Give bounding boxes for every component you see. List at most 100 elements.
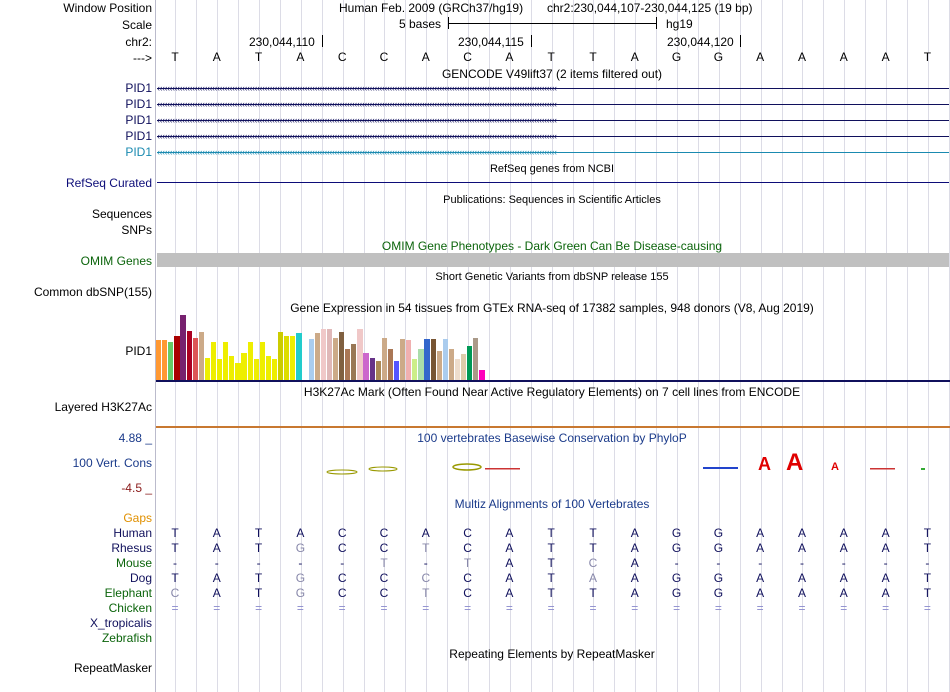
- gtex-tissue-bar[interactable]: [290, 336, 296, 380]
- gtex-tissue-bar[interactable]: [430, 338, 436, 380]
- gtex-tissue-bar[interactable]: [369, 358, 375, 380]
- gtex-tissue-bar[interactable]: [454, 359, 461, 380]
- gencode-track-title[interactable]: GENCODE V49lift37 (2 items filtered out): [441, 67, 663, 81]
- gtex-tissue-bar[interactable]: [174, 336, 180, 380]
- omim-gene-bar[interactable]: [157, 253, 949, 267]
- gtex-tissue-bar[interactable]: [375, 360, 381, 380]
- gtex-tissue-bar[interactable]: [284, 336, 290, 380]
- alignment-base: T: [422, 541, 430, 555]
- snps-label[interactable]: SNPs: [121, 223, 152, 237]
- gtex-tissue-bar[interactable]: [326, 328, 333, 380]
- gtex-tissue-bar[interactable]: [363, 352, 369, 380]
- gtex-tissue-bar[interactable]: [217, 359, 223, 380]
- gtex-track-title[interactable]: Gene Expression in 54 tissues from GTEx …: [290, 301, 814, 315]
- gencode-transcript-label[interactable]: PID1: [125, 81, 152, 95]
- refseq-track-title[interactable]: RefSeq genes from NCBI: [489, 163, 615, 175]
- gtex-tissue-bar[interactable]: [229, 356, 235, 380]
- gtex-tissue-bar[interactable]: [424, 338, 430, 380]
- gtex-tissue-bar[interactable]: [278, 332, 284, 380]
- alignment-base: =: [631, 601, 639, 615]
- gtex-tissue-bar[interactable]: [186, 330, 192, 380]
- species-label[interactable]: Mouse: [115, 556, 152, 570]
- refseq-gene-line[interactable]: [157, 182, 949, 183]
- refseq-label[interactable]: RefSeq Curated: [65, 176, 152, 190]
- publications-track-title[interactable]: Publications: Sequences in Scientific Ar…: [443, 194, 661, 206]
- h3k27ac-track-title[interactable]: H3K27Ac Mark (Often Found Near Active Re…: [303, 385, 801, 399]
- dbsnp-track-title[interactable]: Short Genetic Variants from dbSNP releas…: [435, 271, 669, 283]
- position-readout[interactable]: chr2:230,044,107-230,044,125 (19 bp): [547, 1, 753, 15]
- gtex-tissue-bar[interactable]: [210, 342, 217, 380]
- omim-label[interactable]: OMIM Genes: [80, 254, 152, 268]
- phylop-logo[interactable]: A A A: [155, 446, 950, 476]
- gtex-label[interactable]: PID1: [125, 344, 152, 358]
- multiz-track-title[interactable]: Multiz Alignments of 100 Vertebrates: [454, 497, 650, 511]
- repeatmasker-label[interactable]: RepeatMasker: [73, 661, 152, 675]
- gtex-tissue-bar[interactable]: [339, 332, 345, 380]
- gtex-tissue-bar[interactable]: [448, 349, 455, 380]
- gtex-tissue-bar[interactable]: [418, 349, 424, 380]
- gtex-tissue-bar[interactable]: [259, 342, 265, 380]
- gtex-tissue-bar[interactable]: [223, 342, 229, 380]
- gtex-tissue-bar[interactable]: [381, 337, 387, 380]
- species-label[interactable]: Rhesus: [111, 541, 152, 555]
- omim-track-title[interactable]: OMIM Gene Phenotypes - Dark Green Can Be…: [381, 239, 723, 253]
- gtex-tissue-bar[interactable]: [296, 333, 302, 380]
- gtex-tissue-bar[interactable]: [271, 359, 278, 380]
- gtex-tissue-bar[interactable]: [461, 354, 467, 380]
- sequences-label[interactable]: Sequences: [91, 207, 152, 221]
- tick-mark: [322, 35, 323, 47]
- phylop-label[interactable]: 100 Vert. Cons: [72, 456, 152, 470]
- gtex-tissue-bar[interactable]: [204, 358, 211, 380]
- tick-label: 230,044,120: [667, 35, 734, 49]
- gencode-transcript-label[interactable]: PID1: [125, 113, 152, 127]
- gtex-tissue-bar[interactable]: [351, 344, 357, 380]
- phylop-track-title[interactable]: 100 vertebrates Basewise Conservation by…: [417, 431, 687, 445]
- gtex-tissue-bar[interactable]: [198, 332, 204, 380]
- gtex-tissue-bar[interactable]: [235, 362, 241, 380]
- gtex-tissue-bar[interactable]: [412, 359, 418, 380]
- gtex-tissue-bar[interactable]: [253, 359, 259, 380]
- gencode-transcript-label[interactable]: PID1: [125, 129, 152, 143]
- gtex-tissue-bar[interactable]: [473, 337, 479, 380]
- gtex-tissue-bar[interactable]: [247, 342, 253, 380]
- gtex-tissue-bar[interactable]: [479, 369, 485, 380]
- species-label[interactable]: Elephant: [104, 586, 152, 600]
- gtex-tissue-bar[interactable]: [393, 360, 400, 380]
- gencode-transcript-label[interactable]: PID1: [125, 145, 152, 159]
- gtex-tissue-bar[interactable]: [168, 342, 174, 380]
- gtex-tissue-bar[interactable]: [345, 349, 351, 380]
- gtex-tissue-bar[interactable]: [180, 315, 186, 380]
- dbsnp-label[interactable]: Common dbSNP(155): [33, 285, 152, 299]
- alignment-base: =: [756, 601, 764, 615]
- h3k27ac-label[interactable]: Layered H3K27Ac: [54, 400, 152, 414]
- species-label[interactable]: Chicken: [108, 601, 152, 615]
- gtex-tissue-bar[interactable]: [308, 338, 314, 380]
- gtex-tissue-bar[interactable]: [162, 340, 168, 380]
- gtex-bar-chart[interactable]: [155, 315, 535, 380]
- gtex-tissue-bar[interactable]: [357, 328, 363, 380]
- gtex-tissue-bar[interactable]: [406, 340, 412, 380]
- gtex-tissue-bar[interactable]: [400, 338, 406, 380]
- alignment-base: T: [547, 586, 555, 600]
- repeatmasker-track-title[interactable]: Repeating Elements by RepeatMasker: [449, 647, 655, 661]
- gtex-tissue-bar[interactable]: [156, 340, 162, 380]
- gtex-tissue-bar[interactable]: [436, 351, 442, 380]
- gtex-tissue-bar[interactable]: [442, 338, 448, 380]
- alignment-base: A: [839, 571, 848, 585]
- species-label[interactable]: Dog: [129, 571, 152, 585]
- gtex-tissue-bar[interactable]: [320, 328, 326, 380]
- species-label[interactable]: Human: [113, 526, 152, 540]
- gencode-transcript-label[interactable]: PID1: [125, 97, 152, 111]
- gtex-tissue-bar[interactable]: [332, 337, 339, 380]
- gtex-tissue-bar[interactable]: [387, 349, 394, 380]
- alignment-base: C: [463, 571, 472, 585]
- species-label[interactable]: X_tropicalis: [89, 616, 152, 630]
- gtex-tissue-bar[interactable]: [314, 333, 320, 380]
- gaps-label[interactable]: Gaps: [123, 511, 152, 525]
- gtex-tissue-bar[interactable]: [467, 345, 473, 380]
- gtex-tissue-bar[interactable]: [241, 352, 247, 380]
- alignment-base: G: [295, 541, 306, 555]
- gtex-tissue-bar[interactable]: [265, 356, 272, 380]
- gtex-tissue-bar[interactable]: [192, 337, 198, 380]
- species-label[interactable]: Zebrafish: [101, 631, 152, 645]
